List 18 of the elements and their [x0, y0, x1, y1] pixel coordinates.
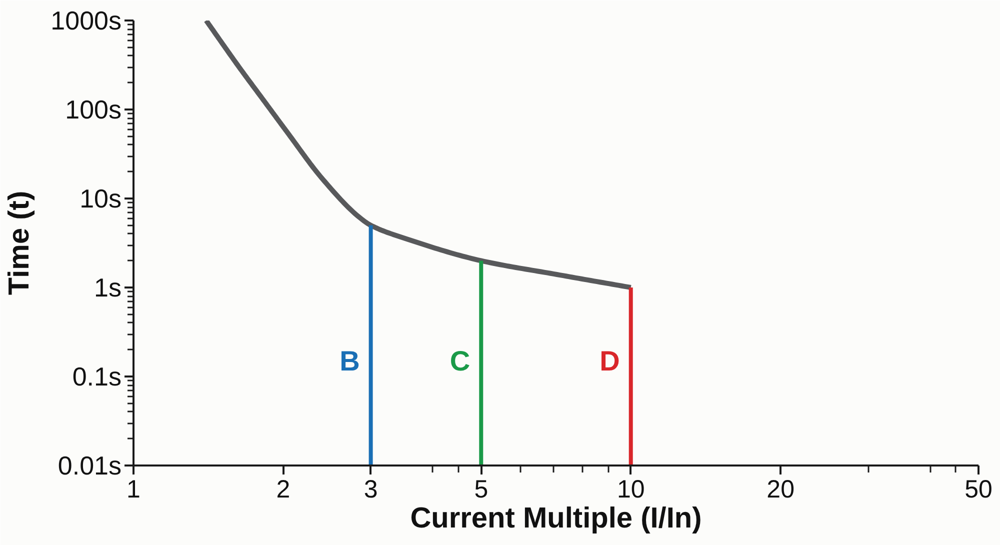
x-tick-label: 3 — [364, 476, 378, 504]
y-tick-label: 0.1s — [72, 362, 122, 392]
series-label: B — [340, 345, 360, 376]
y-tick-label: 0.01s — [58, 450, 122, 480]
series-label: D — [600, 345, 620, 376]
x-tick-label: 1 — [126, 476, 140, 504]
x-tick-label: 2 — [276, 476, 290, 504]
y-tick-label: 1s — [94, 272, 122, 302]
y-axis-title: Time (t) — [4, 190, 36, 296]
y-tick-label: 100s — [65, 94, 122, 124]
x-tick-label: 10 — [616, 476, 645, 504]
x-tick-label: 50 — [964, 476, 992, 504]
x-axis-title: Current Multiple (I/In) — [410, 502, 702, 534]
x-tick-label: 5 — [474, 476, 488, 504]
series-label: C — [450, 345, 470, 376]
x-tick-label: 20 — [766, 476, 794, 504]
y-tick-label: 1000s — [50, 6, 122, 36]
y-tick-label: 10s — [80, 184, 122, 214]
